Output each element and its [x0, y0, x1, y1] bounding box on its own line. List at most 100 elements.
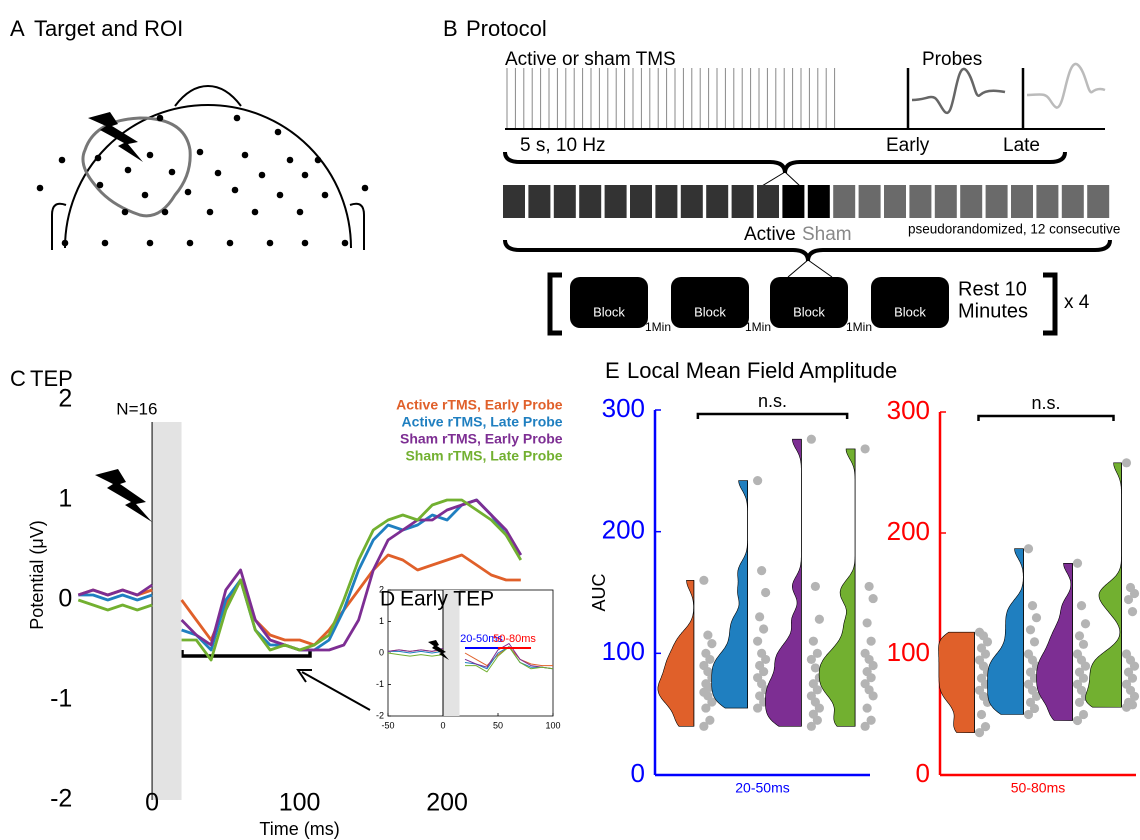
electrode — [321, 191, 329, 199]
y-axis-label: AUC — [589, 573, 609, 611]
x-tick-label: 0 — [440, 720, 445, 730]
data-point — [808, 636, 818, 646]
tms-bolt — [95, 469, 152, 522]
electrode — [314, 156, 322, 164]
electrode — [156, 114, 164, 122]
data-point — [860, 444, 870, 454]
block-box — [570, 277, 648, 328]
trial-square — [1061, 185, 1084, 218]
y-tick-label: -2 — [50, 785, 72, 813]
legend-entry: Sham rTMS, Late Probe — [405, 448, 562, 464]
brace — [503, 239, 1112, 262]
legend-entry: Sham rTMS, Early Probe — [400, 431, 563, 447]
block-box — [871, 277, 949, 328]
data-point — [699, 575, 709, 585]
violin-density — [711, 480, 748, 709]
data-point — [1078, 709, 1089, 720]
data-point — [757, 566, 767, 576]
data-point — [982, 637, 993, 647]
data-point — [1027, 601, 1038, 611]
probes-label: Probes — [922, 49, 982, 70]
inset-frame — [387, 589, 554, 717]
data-point — [1123, 594, 1134, 605]
electrode — [301, 239, 309, 247]
y-tick-label: 0 — [916, 758, 930, 788]
data-point — [812, 648, 822, 658]
data-point — [705, 715, 715, 725]
data-point — [1121, 702, 1132, 712]
tms-bolt — [88, 112, 143, 162]
y-tick-label: 0 — [631, 758, 645, 788]
probe-wave-early — [911, 67, 1006, 115]
electrode — [361, 184, 369, 192]
trial-square — [528, 185, 551, 218]
electrodes — [36, 114, 369, 247]
data-point — [701, 703, 711, 713]
y-tick-label: 2 — [58, 385, 72, 413]
panel-letter: A — [10, 16, 25, 41]
data-point — [1023, 709, 1034, 720]
trial-square — [782, 185, 805, 218]
x-axis-label: 20-50ms — [735, 780, 789, 796]
nose — [174, 84, 242, 107]
data-point — [980, 722, 991, 732]
data-point — [753, 475, 763, 486]
data-point — [1023, 544, 1034, 554]
order-note: pseudorandomized, 12 consecutive — [908, 222, 1120, 237]
data-point — [976, 709, 987, 720]
y-tick-label: 1 — [379, 616, 384, 626]
ear-left — [51, 202, 67, 250]
data-point — [1129, 661, 1140, 671]
data-point — [806, 434, 816, 444]
electrode — [296, 208, 304, 216]
trial-square — [1011, 185, 1033, 218]
data-point — [1074, 631, 1085, 641]
data-point — [812, 685, 822, 695]
trial-square — [833, 185, 856, 218]
data-point — [864, 581, 874, 592]
data-point — [866, 673, 876, 683]
y-tick-label: 0 — [58, 585, 72, 613]
electrode — [206, 208, 214, 216]
data-point — [868, 691, 878, 701]
trial-square — [553, 185, 576, 218]
connector — [787, 259, 809, 278]
electrode — [58, 156, 66, 164]
data-point — [810, 663, 820, 673]
violin-density — [765, 438, 802, 727]
y-tick-label: 200 — [602, 515, 645, 545]
tep-line — [77, 498, 523, 652]
data-point — [707, 697, 717, 707]
data-point — [860, 721, 870, 731]
data-point — [974, 728, 985, 738]
significance-label: n.s. — [1031, 393, 1060, 413]
data-point — [1080, 619, 1091, 629]
data-point — [1072, 558, 1083, 568]
head-outline — [64, 104, 352, 249]
x-axis-label: 50-80ms — [1011, 780, 1065, 796]
x-tick-label: -50 — [381, 720, 394, 730]
data-point — [1121, 458, 1132, 468]
data-point — [755, 612, 765, 622]
window-label: 50-80ms — [493, 633, 536, 645]
violin-density — [818, 448, 856, 727]
bracket-left — [547, 272, 562, 336]
panel-title: Early TEP — [400, 588, 494, 611]
y-tick-label: 100 — [602, 636, 645, 666]
y-tick-label: -2 — [376, 710, 384, 720]
brace — [503, 151, 1067, 174]
violin-density — [1085, 462, 1122, 708]
data-point — [868, 660, 878, 671]
electrode — [196, 148, 204, 156]
violin-density — [938, 631, 975, 733]
trial-square — [731, 185, 754, 218]
data-point — [814, 614, 824, 624]
data-point — [810, 581, 820, 592]
electrode — [186, 239, 194, 247]
electrode — [168, 168, 176, 176]
data-point — [806, 721, 816, 731]
panel-title: Protocol — [466, 16, 547, 41]
x-tick-label: 100 — [279, 789, 321, 817]
